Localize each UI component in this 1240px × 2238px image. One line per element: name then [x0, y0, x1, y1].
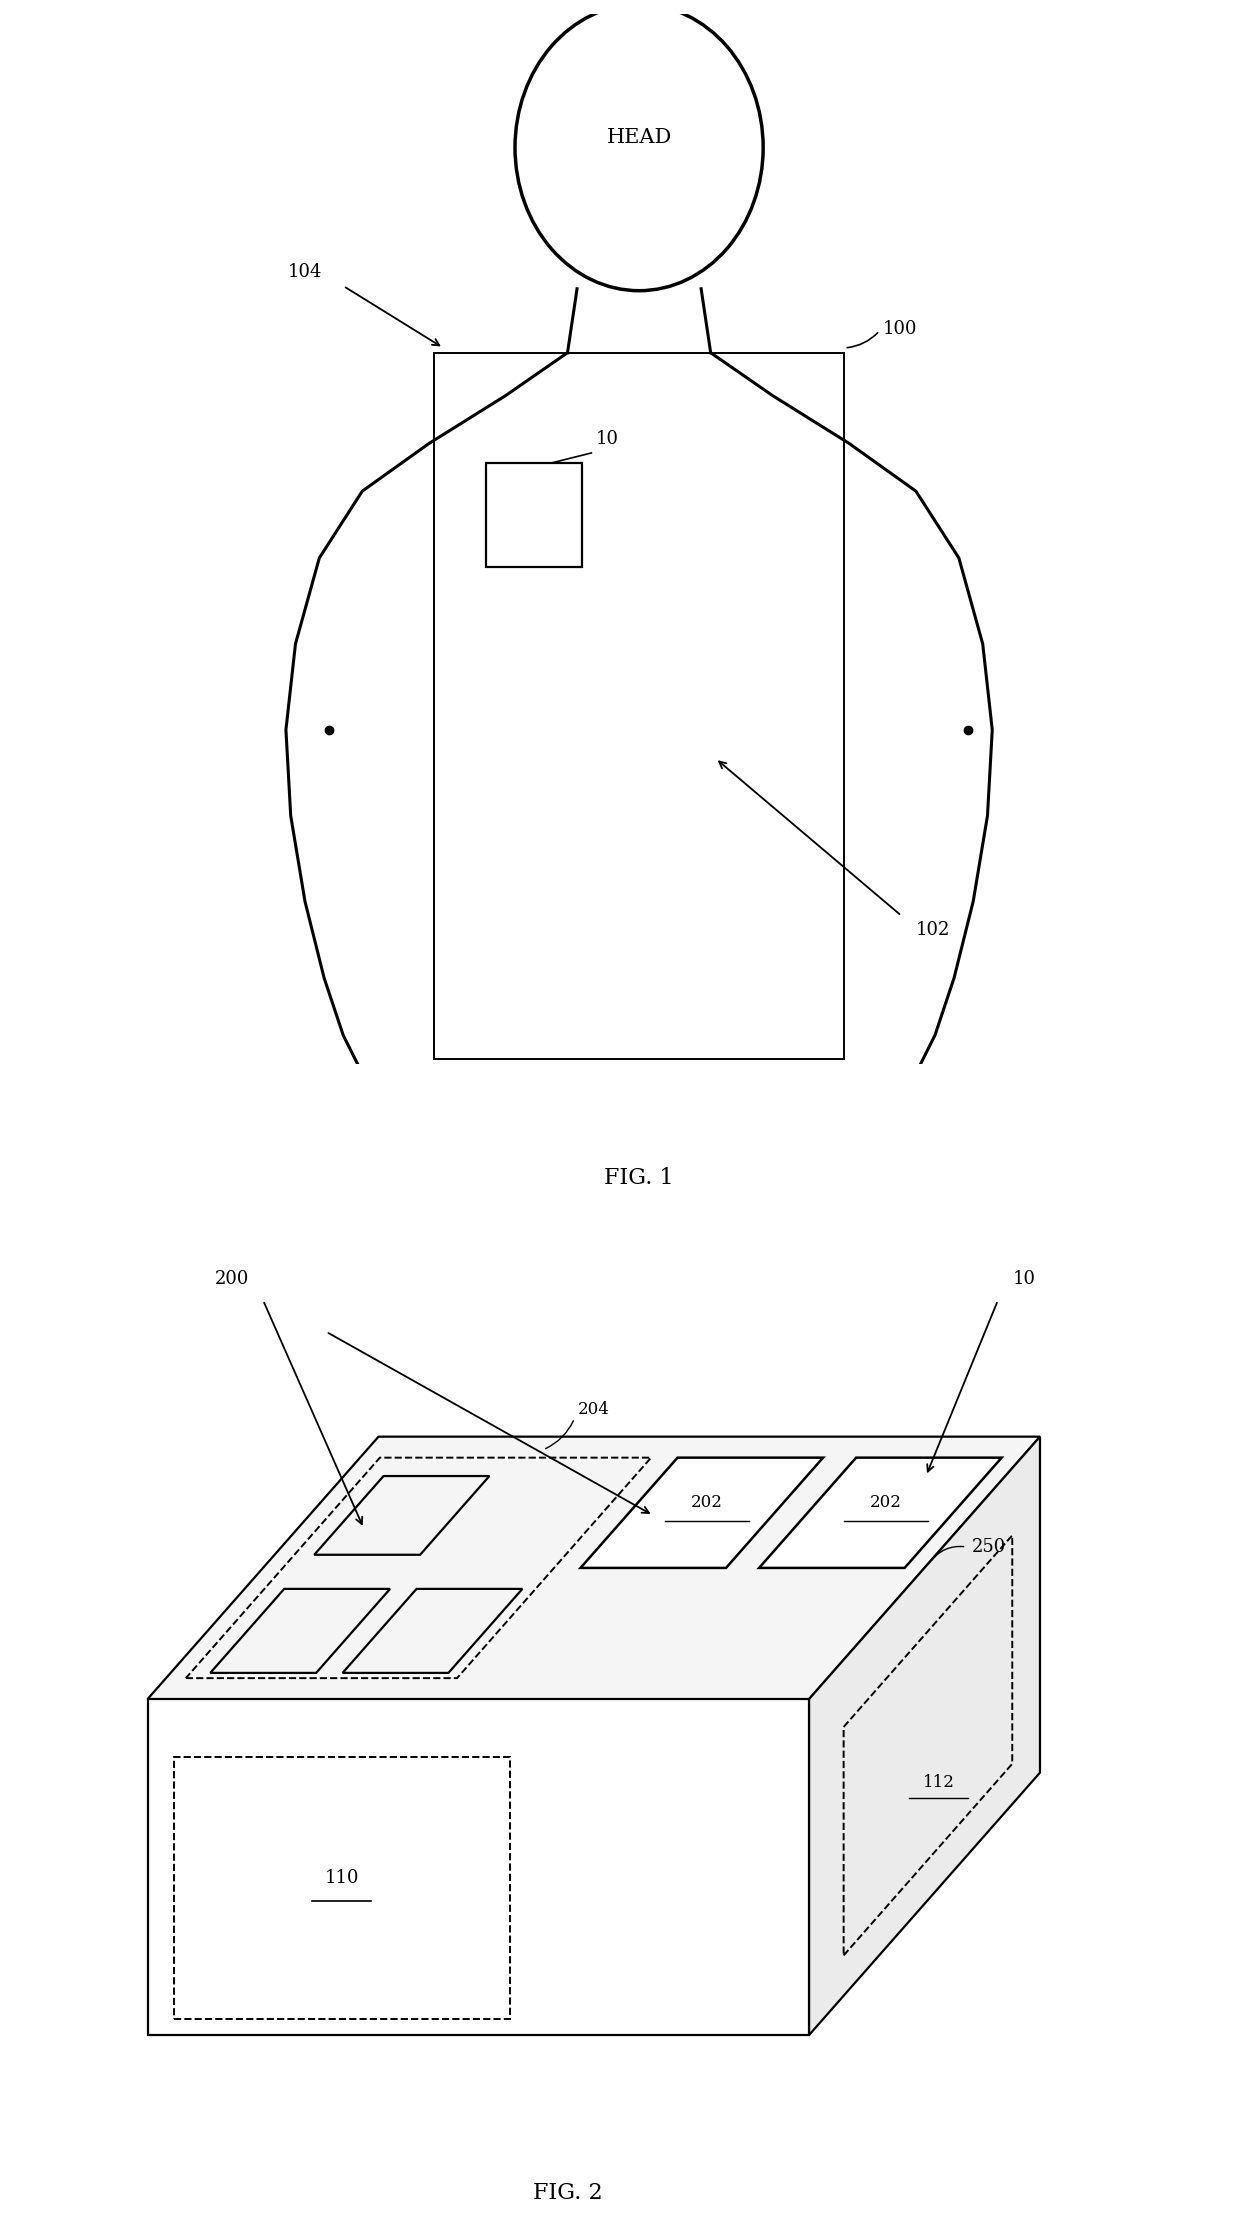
Text: 202: 202 — [869, 1493, 901, 1511]
Text: 100: 100 — [883, 320, 918, 338]
Text: 110: 110 — [325, 1869, 360, 1887]
Text: 102: 102 — [916, 922, 950, 940]
Text: FIG. 2: FIG. 2 — [533, 2182, 603, 2204]
Polygon shape — [148, 1437, 1040, 1699]
Text: HEAD: HEAD — [606, 128, 672, 148]
Text: 10: 10 — [1013, 1271, 1035, 1289]
Polygon shape — [148, 1699, 808, 2034]
Text: 112: 112 — [923, 1775, 955, 1790]
Text: 10: 10 — [596, 430, 619, 448]
Text: 250: 250 — [972, 1538, 1006, 1555]
Text: 200: 200 — [215, 1271, 249, 1289]
Text: 104: 104 — [288, 262, 322, 280]
Bar — [434, 354, 844, 1059]
Polygon shape — [580, 1457, 823, 1569]
Polygon shape — [759, 1457, 1002, 1569]
Polygon shape — [808, 1437, 1040, 2034]
Bar — [486, 463, 582, 568]
Text: FIG. 1: FIG. 1 — [604, 1168, 673, 1188]
Bar — [174, 1757, 510, 2019]
Text: 202: 202 — [691, 1493, 723, 1511]
Text: 204: 204 — [578, 1401, 610, 1419]
